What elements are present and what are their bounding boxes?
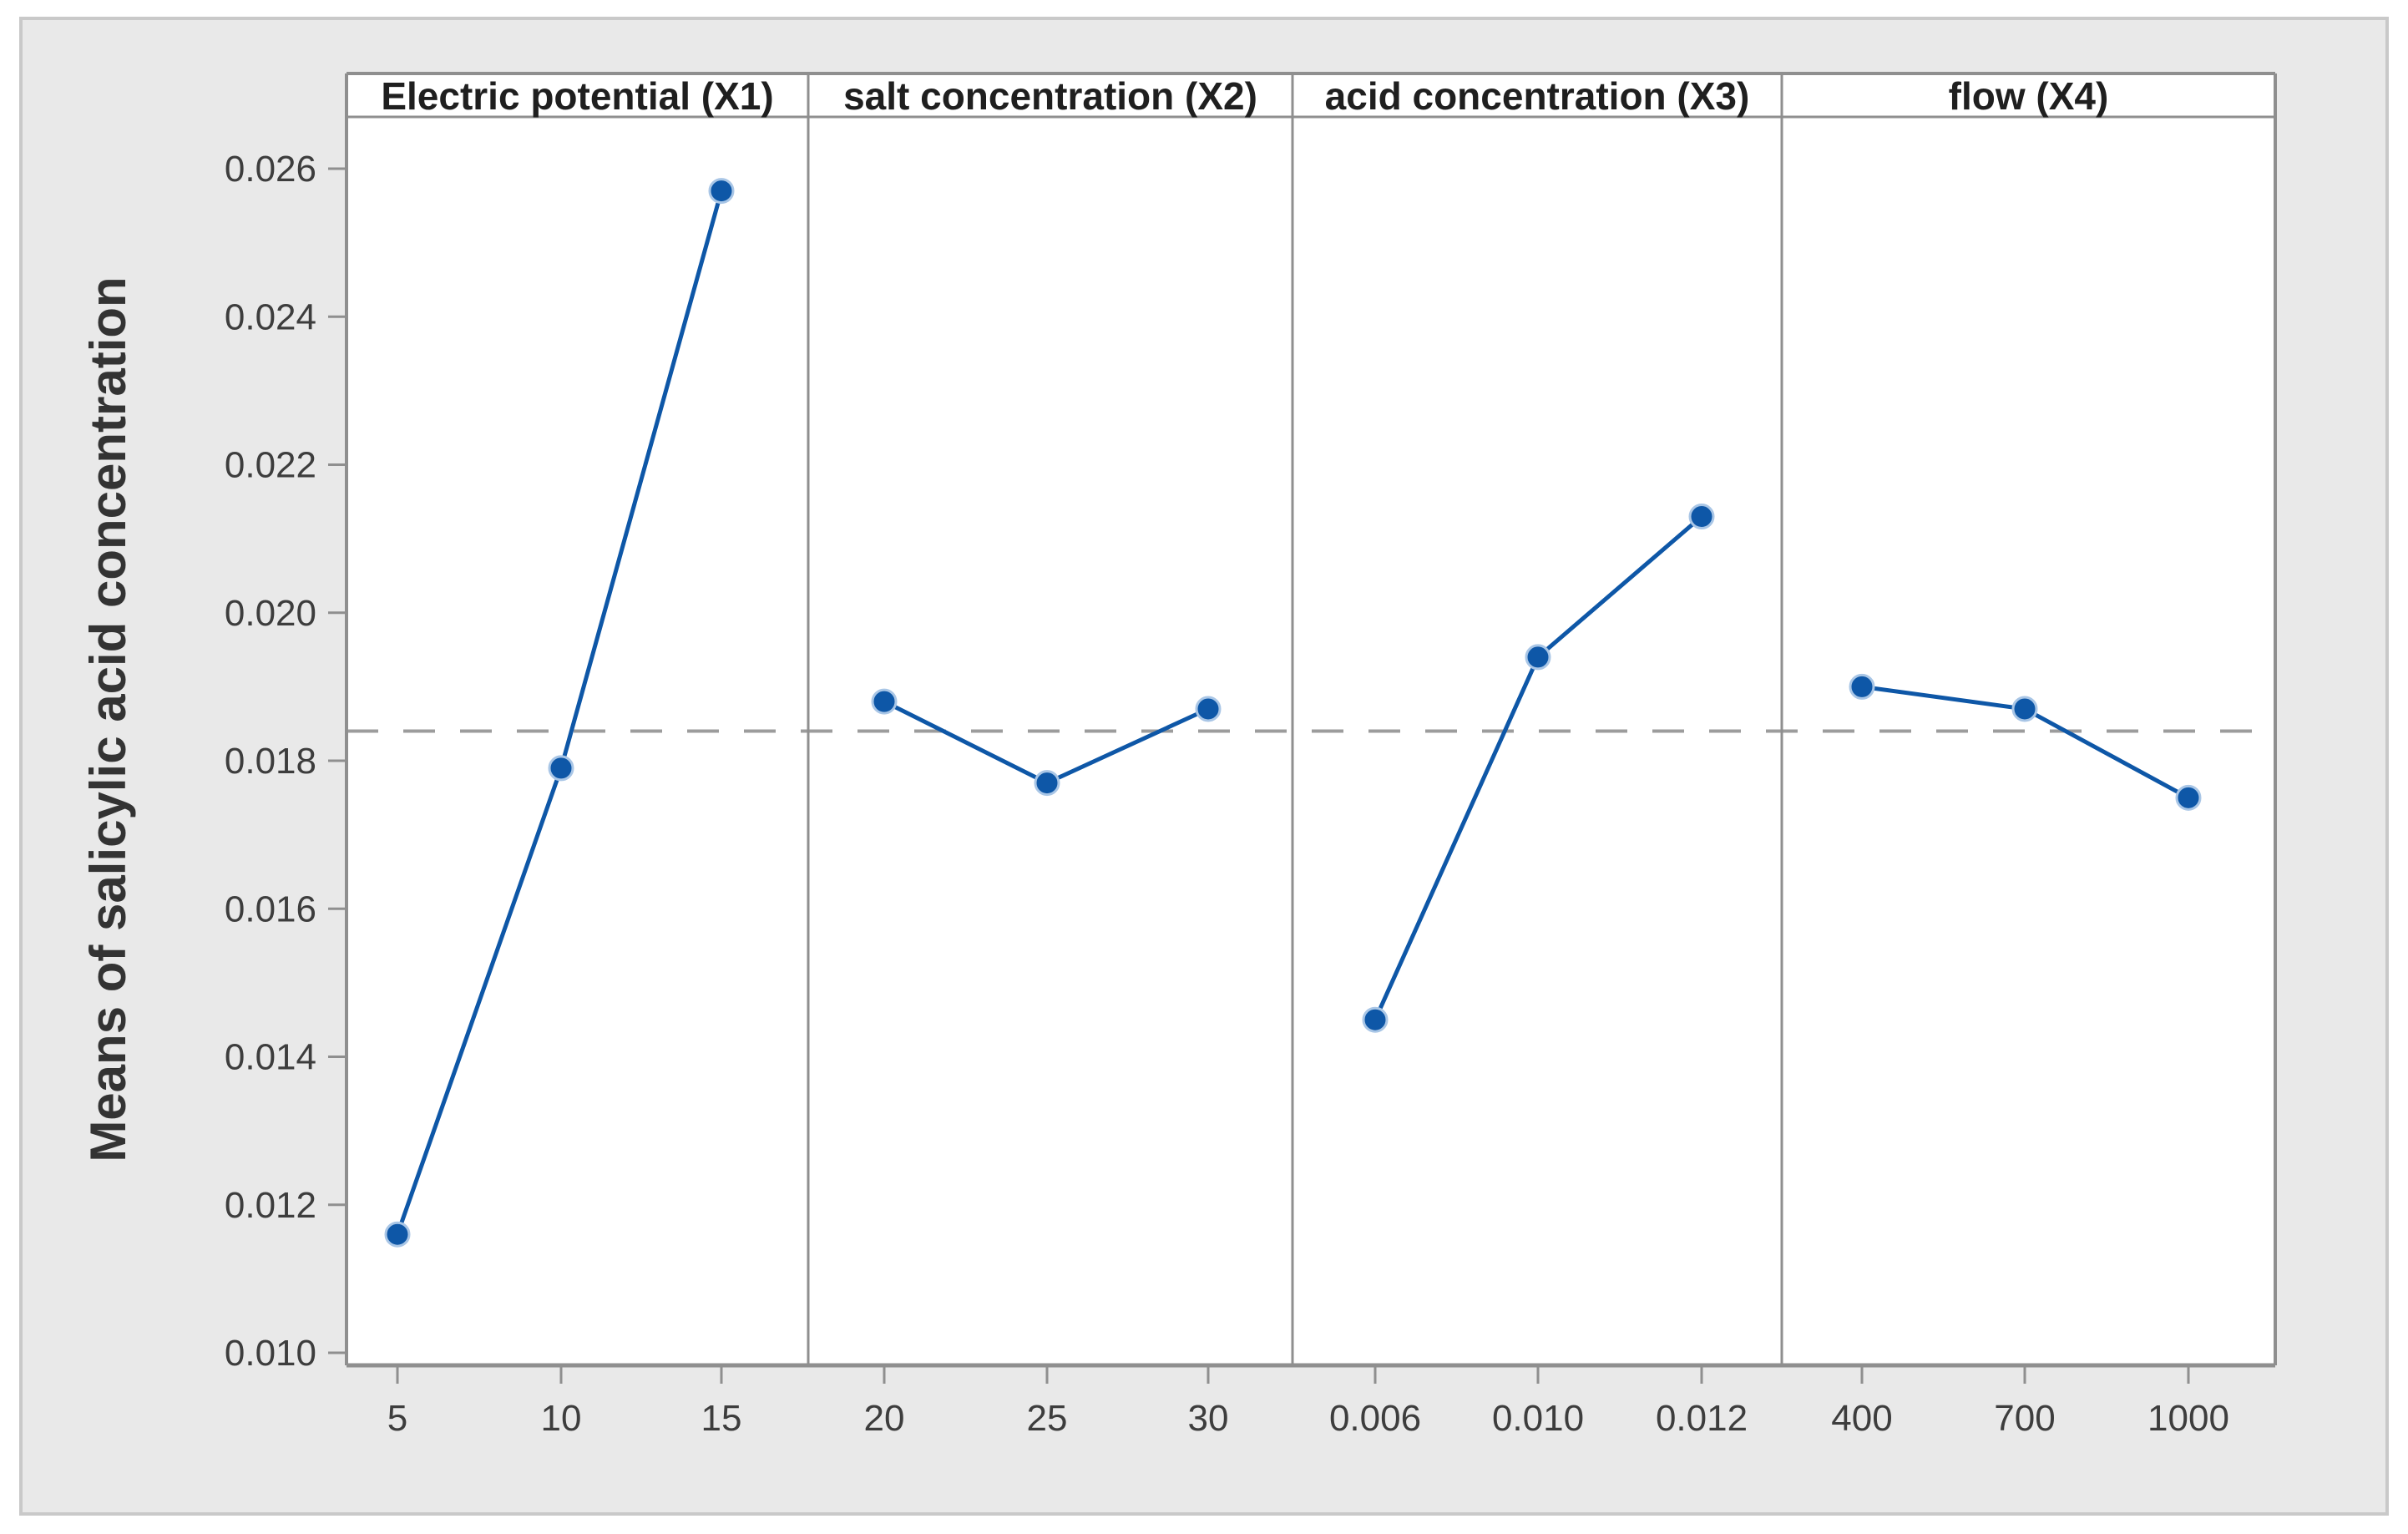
x-tick-label: 0.010 xyxy=(1492,1398,1584,1439)
y-tick-label: 0.020 xyxy=(225,593,316,634)
y-tick-label: 0.010 xyxy=(225,1333,316,1374)
x-tick-label: 400 xyxy=(1831,1398,1892,1439)
y-tick-label: 0.024 xyxy=(225,296,316,337)
x-tick-label: 1000 xyxy=(2147,1398,2229,1439)
data-point xyxy=(1195,696,1222,722)
y-axis-title: Means of salicylic acid concentration xyxy=(80,276,136,1162)
y-tick-label: 0.022 xyxy=(225,445,316,486)
x-tick-label: 5 xyxy=(387,1398,407,1439)
data-point xyxy=(1362,1006,1389,1033)
y-tick-label: 0.014 xyxy=(225,1037,316,1078)
x-tick-label: 10 xyxy=(541,1398,582,1439)
x-tick-label: 0.006 xyxy=(1329,1398,1421,1439)
panel-header-label: flow (X4) xyxy=(1949,74,2109,118)
x-tick-label: 0.012 xyxy=(1656,1398,1748,1439)
plot-area xyxy=(347,73,2275,1365)
data-point xyxy=(1849,673,1875,700)
x-tick-label: 30 xyxy=(1188,1398,1229,1439)
y-tick-label: 0.018 xyxy=(225,741,316,782)
data-point xyxy=(2011,696,2038,722)
panel-header-label: acid concentration (X3) xyxy=(1325,74,1750,118)
data-point xyxy=(871,688,898,715)
data-point xyxy=(1688,504,1715,530)
panel-header-label: Electric potential (X1) xyxy=(381,74,773,118)
x-tick-label: 15 xyxy=(701,1398,742,1439)
y-tick-label: 0.016 xyxy=(225,889,316,929)
x-tick-label: 25 xyxy=(1027,1398,1068,1439)
data-point xyxy=(2175,784,2202,811)
y-tick-label: 0.012 xyxy=(225,1185,316,1226)
data-point xyxy=(548,755,574,782)
data-point xyxy=(1034,770,1060,797)
panel-header-label: salt concentration (X2) xyxy=(843,74,1257,118)
data-point xyxy=(1525,644,1551,671)
data-point xyxy=(708,178,735,205)
x-tick-label: 20 xyxy=(864,1398,905,1439)
y-tick-label: 0.026 xyxy=(225,149,316,190)
x-tick-label: 700 xyxy=(1994,1398,2055,1439)
data-point xyxy=(384,1221,411,1248)
